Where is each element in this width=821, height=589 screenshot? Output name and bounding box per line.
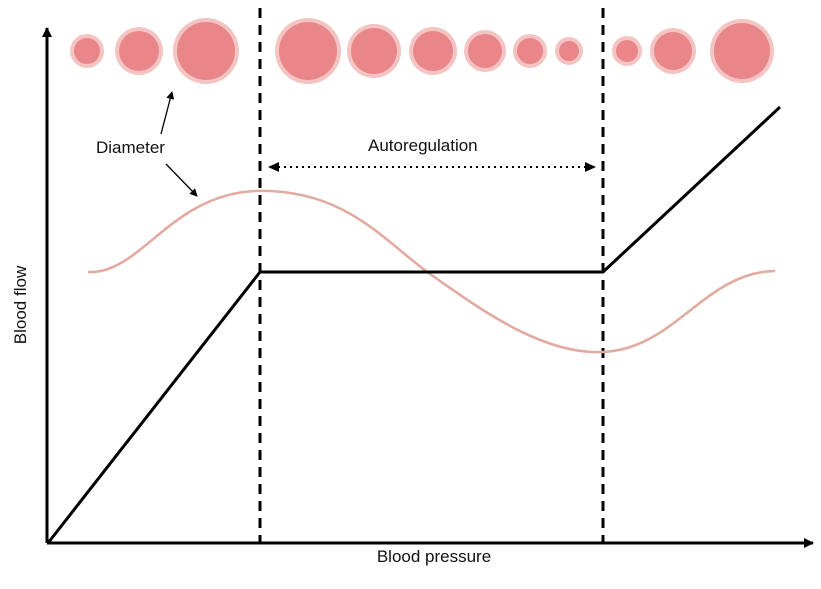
autoregulation-label: Autoregulation <box>368 136 478 155</box>
y-axis-label: Blood flow <box>11 265 30 344</box>
vessel-cross-sections <box>70 18 774 84</box>
vessel-2 <box>115 27 163 75</box>
vessel-6 <box>409 27 457 75</box>
vessel-5 <box>347 24 401 78</box>
vessel-4 <box>275 18 341 84</box>
x-axis-label: Blood pressure <box>377 547 491 566</box>
vessel-3 <box>173 18 239 84</box>
diameter-arrow-to-curve <box>166 164 197 196</box>
diameter-arrow-to-vessels <box>161 92 172 134</box>
vessel-7 <box>464 30 506 72</box>
vessel-12 <box>710 19 774 83</box>
diameter-label: Diameter <box>96 138 165 157</box>
vessel-11 <box>650 28 696 74</box>
vessel-1 <box>70 34 104 68</box>
vessel-9 <box>555 37 583 65</box>
vessel-10 <box>612 36 642 66</box>
vessel-8 <box>513 34 547 68</box>
autoregulation-range-arrow <box>268 162 596 172</box>
